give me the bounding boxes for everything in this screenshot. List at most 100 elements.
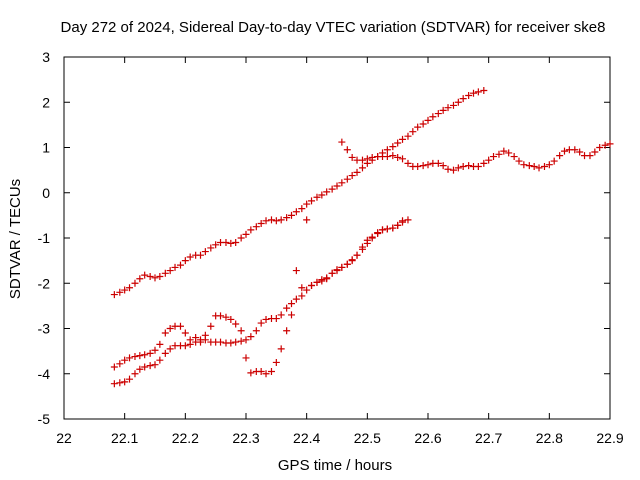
data-point [161,349,169,357]
data-point [283,304,291,312]
data-point [192,338,200,346]
data-point [227,239,235,247]
data-point [444,104,452,112]
data-point [348,172,356,180]
data-point [237,337,245,345]
data-point [288,211,295,219]
data-point [171,263,179,271]
data-point [207,322,215,330]
data-point [272,358,280,366]
data-point [459,95,467,103]
x-tick-label: 22.9 [596,430,623,446]
data-point [318,276,326,284]
data-point [374,229,382,237]
y-tick-label: -4 [38,366,51,382]
data-point [424,116,432,124]
data-point [277,311,285,319]
data-point [459,163,467,171]
data-point [540,163,548,171]
data-point [368,153,376,161]
data-point [480,86,488,94]
data-point [444,165,452,173]
data-point [181,342,189,350]
data-point [454,164,462,172]
data-point [292,295,300,303]
data-point [586,152,594,160]
data-point [439,162,447,170]
data-point [201,248,209,256]
data-point [116,360,124,368]
data-point [323,274,331,282]
y-tick-label: 1 [42,140,50,156]
data-point [303,216,311,224]
data-point [283,327,291,335]
data-point [404,216,412,224]
data-point [353,251,361,259]
data-point [409,128,417,136]
data-point [363,155,371,163]
data-point [298,205,306,213]
data-point [601,141,609,149]
data-point [232,239,240,247]
data-point [368,233,376,241]
data-point [379,226,386,234]
data-point [151,361,159,369]
data-point [161,269,169,277]
data-point [262,370,270,378]
y-tick-label: -3 [38,321,51,337]
data-point [485,156,493,164]
data-point [161,329,169,337]
data-point [308,197,316,205]
data-point [465,162,473,170]
x-tick-label: 22.8 [536,430,563,446]
data-point [404,159,412,167]
data-point [227,339,235,347]
data-point [237,327,245,335]
plot-border [63,56,611,420]
data-point [308,282,316,290]
data-point [333,267,341,275]
data-points [110,86,614,388]
data-point [525,162,533,170]
data-point [288,311,295,319]
data-point [343,146,351,154]
data-point [110,291,118,299]
data-point [298,292,306,300]
data-point [222,313,230,321]
data-point [257,367,265,375]
data-point [394,221,402,229]
data-point [383,153,391,161]
data-point [252,327,260,335]
data-point [424,161,432,169]
data-point [186,340,194,348]
data-point [510,153,518,161]
data-point [272,315,280,323]
data-point [207,244,215,252]
data-point [449,166,457,174]
data-point [298,284,306,292]
x-tick-label: 22.1 [111,430,138,446]
data-point [571,146,579,154]
y-tick-label: -2 [38,275,51,291]
data-point [338,263,346,271]
data-point [156,272,164,280]
data-point [151,346,159,354]
data-point [606,140,614,148]
x-tick-label: 22.4 [293,430,320,446]
data-point [389,143,397,151]
data-point [383,146,391,154]
data-point [358,156,366,164]
data-point [389,224,397,232]
data-point [201,336,209,344]
data-point [262,217,270,225]
data-point [277,216,285,224]
y-axis-label: SDTVAR / TECUs [7,179,24,299]
data-point [500,147,508,155]
data-point [333,182,341,190]
data-point [267,367,275,375]
data-point [166,345,174,353]
data-point [292,267,300,275]
data-point [394,139,402,147]
data-point [343,260,351,268]
series-track-middle [110,216,407,378]
